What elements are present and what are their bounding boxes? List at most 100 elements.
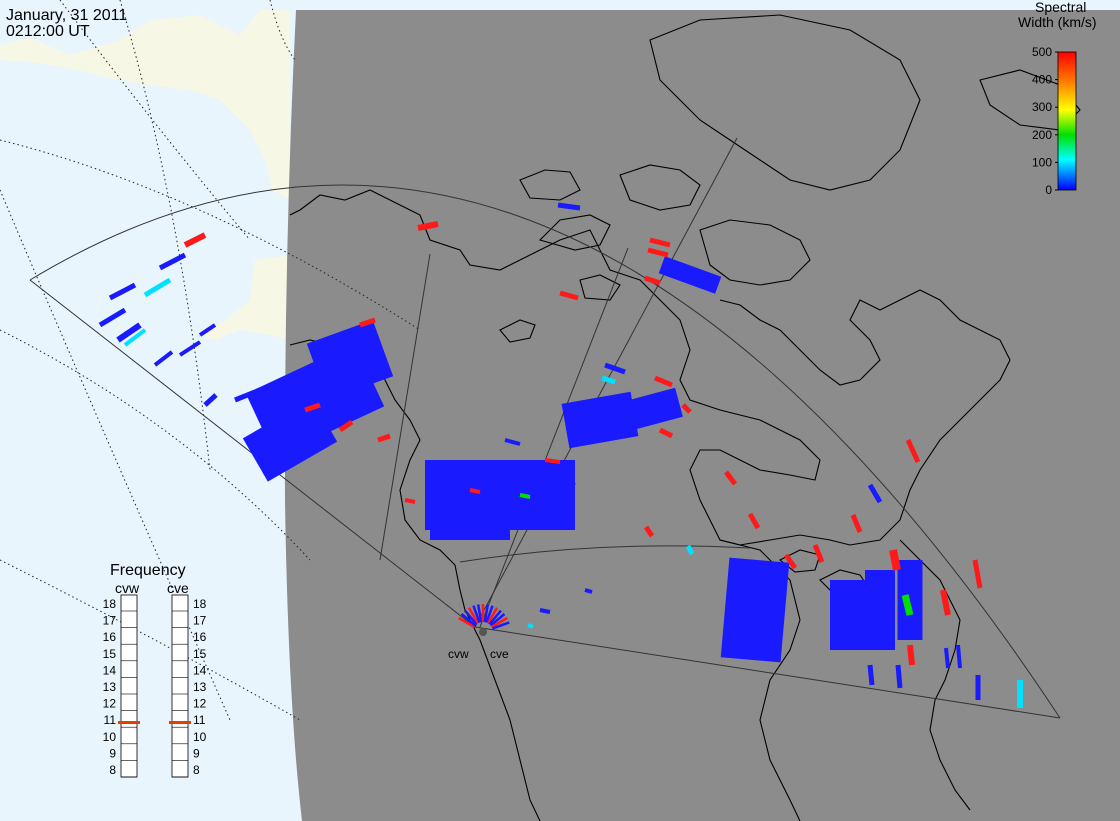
spectral-width-colorbar: Spectral Width (km/s) 500 400 300 200 100 0 [1018,0,1097,197]
echo-cell [895,664,903,689]
echo-cell [158,252,187,271]
frequency-label-cvw: cvw [115,580,140,596]
echo-cell [559,478,576,487]
field-of-view-outline [29,137,1061,719]
echo-cell [654,375,673,388]
echo-cell [647,247,669,258]
frequency-tick-label: 12 [103,697,117,711]
echo-cell [404,498,416,504]
frequency-tick-label: 8 [193,763,200,777]
echo-cell [889,549,901,571]
frequency-tick-label: 13 [103,680,117,694]
sunlit-land-peninsula [200,255,290,340]
frequency-tick-label: 13 [193,680,207,694]
backscatter-echoes [98,202,1023,708]
echo-cell [644,275,661,286]
frequency-tick-label: 17 [193,614,207,628]
echo-cell [488,609,502,626]
echo-cluster [865,570,895,650]
echo-cell [867,483,883,504]
radar-sites: cvw cve [448,628,509,661]
colorbar-title-line1: Spectral [1035,0,1086,15]
echo-cell [681,403,692,414]
frequency-tick-label: 15 [103,647,117,661]
echo-cell [153,350,174,367]
echo-cell [944,647,950,669]
echo-cluster [720,557,790,663]
geographic-grid [0,0,421,721]
timestamp-header: January, 31 2011 0212:00 UT [6,8,127,40]
frequency-tick-label: 15 [193,647,207,661]
echo-cell [469,488,481,494]
echo-cluster [430,500,510,540]
time-label: 0212:00 UT [6,23,90,40]
frequency-title: Frequency [110,562,186,579]
echo-cell [483,604,490,623]
echo-cell [377,433,391,443]
frequency-tick-label: 8 [109,763,116,777]
echo-cell [417,221,439,231]
echo-cluster [897,560,923,640]
echo-cell [491,616,508,629]
radar-label-cvw: cvw [448,647,469,661]
echo-cell [527,623,534,629]
frequency-label-cve: cve [167,580,189,596]
echo-cell [601,375,616,385]
echo-cell [98,307,127,328]
colorbar-tick-label: 100 [1032,155,1052,169]
echo-cell [905,438,921,464]
echo-cell [486,607,499,624]
echo-cluster [306,319,394,401]
echo-cell [116,322,142,343]
colorbar-tick-label: 0 [1045,183,1052,197]
night-shade [284,10,1120,821]
echo-cell [747,512,761,530]
echo-cell [504,438,521,446]
echo-cell [867,664,875,686]
colorbar-tick-label: 500 [1032,45,1052,59]
echo-cell [183,232,207,248]
echo-cell [940,589,951,616]
echo-cell [476,604,483,623]
echo-cluster [658,256,722,294]
echo-cell [850,514,863,533]
echo-cell [359,317,376,328]
echo-cell [123,328,147,347]
frequency-marker-cvw [118,721,140,725]
colorbar-tick-label: 300 [1032,100,1052,114]
echo-cell [724,470,737,486]
frequency-tick-label: 18 [103,597,117,611]
colorbar-tick-label: 200 [1032,128,1052,142]
frequency-tick-label: 12 [193,697,207,711]
echo-cell [956,644,962,669]
echo-cell [604,362,626,375]
frequency-tick-label: 17 [103,614,117,628]
frequency-tick-label: 14 [193,663,207,677]
echo-cell [458,616,475,629]
echo-cell [972,559,983,589]
echo-cell [472,605,481,624]
frequency-tick-label: 18 [193,597,207,611]
frequency-tick-label: 9 [193,746,200,760]
date-label: January, 31 2011 [6,7,128,24]
echo-cell [643,525,655,538]
echo-cell [559,290,579,301]
frequency-column-cve [171,594,189,778]
echo-cell [178,340,202,357]
echo-cell [658,427,674,439]
echo-cell [544,458,561,464]
echo-cluster [242,398,338,482]
colorbar-tick-label: 400 [1032,73,1052,87]
echo-cell [685,544,695,556]
radar-site-marker [479,628,487,636]
coastlines [289,14,1081,821]
frequency-tick-label: 11 [104,713,117,727]
echo-cell [234,387,261,403]
colorbar-gradient [1057,51,1077,191]
frequency-panel: Frequency cvw cve 18 17 16 15 14 13 12 11 10 9 8 18… [103,562,207,778]
echo-cell [198,323,217,337]
echo-cell [338,419,354,433]
colorbar-title-line2: Width (km/s) [1018,14,1097,30]
